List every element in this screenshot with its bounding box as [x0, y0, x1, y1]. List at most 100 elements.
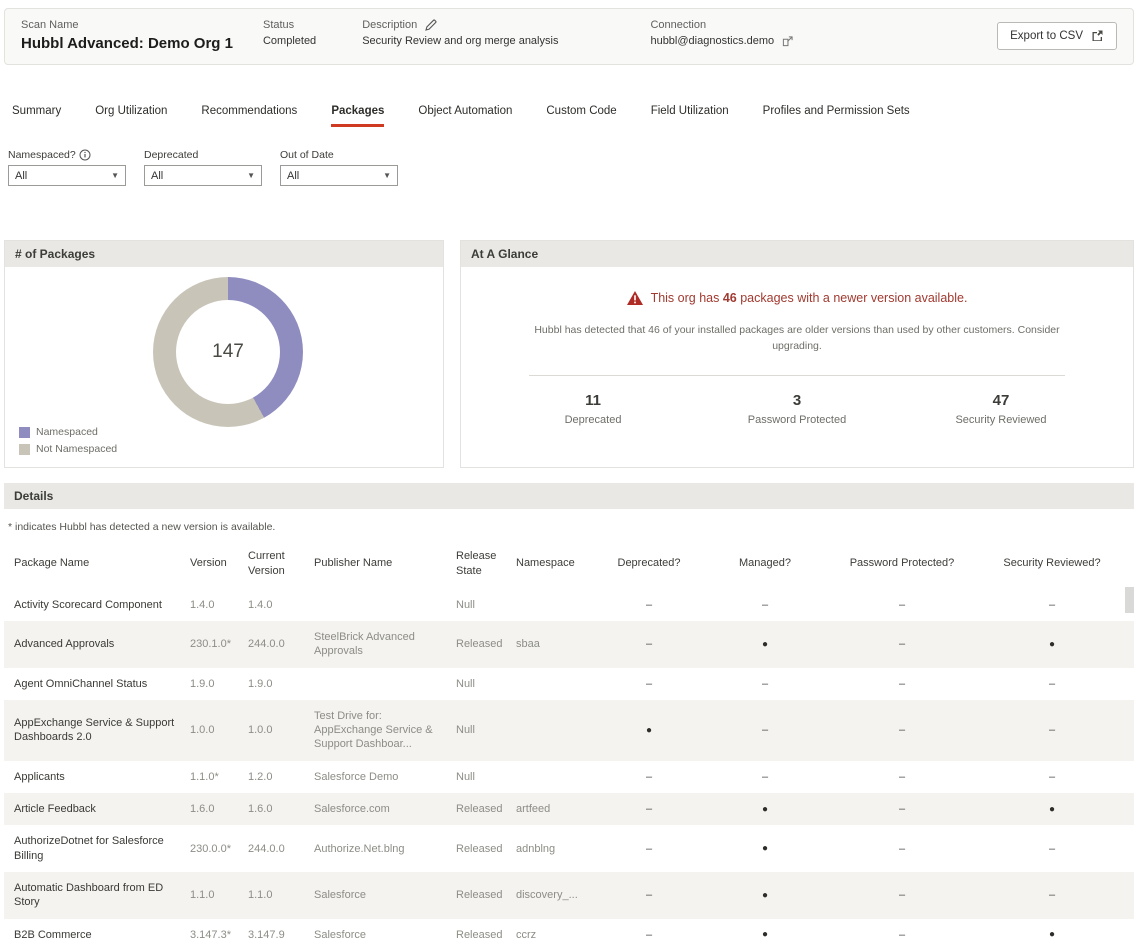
table-row[interactable]: Agent OmniChannel Status 1.9.0 1.9.0 Null – –…	[4, 668, 1134, 700]
col-header-password-protected[interactable]: Password Protected?	[849, 557, 955, 570]
tab-org-utilization[interactable]: Org Utilization	[95, 105, 168, 117]
glance-stats: 11 Deprecated 3 Password Protected 47 Securit…	[491, 392, 1103, 426]
col-header-deprecated[interactable]: Deprecated?	[617, 557, 681, 570]
col-header-namespace[interactable]: Namespace	[516, 557, 575, 570]
packages-panel-body: 147 Namespaced Not Namespaced	[5, 267, 443, 467]
col-header-release-state[interactable]: Release State	[456, 550, 497, 577]
external-link-icon[interactable]	[782, 36, 793, 47]
cell-password-protected: –	[898, 889, 906, 902]
filter-dropdown-namespaced[interactable]: All ▼	[8, 165, 126, 186]
warning-icon	[626, 291, 643, 305]
alert-count: 46	[722, 291, 737, 305]
filter-dropdown-out-of-date[interactable]: All ▼	[280, 165, 398, 186]
table-row[interactable]: Article Feedback 1.6.0 1.6.0 Salesforce.com…	[4, 793, 1134, 826]
cell-deprecated: –	[645, 638, 653, 651]
info-icon[interactable]	[79, 149, 91, 161]
filter-label: Out of Date	[280, 149, 334, 161]
filter-namespaced: Namespaced? All ▼	[8, 149, 126, 186]
cell-managed: –	[761, 598, 769, 611]
cell-password-protected: –	[898, 928, 906, 941]
cell-deprecated: –	[645, 598, 653, 611]
table-scrollbar-thumb[interactable]	[1125, 587, 1134, 613]
cell-current-version: 1.6.0	[248, 803, 273, 816]
stat-security-reviewed: 47 Security Reviewed	[899, 392, 1103, 426]
chevron-down-icon: ▼	[247, 171, 255, 180]
tab-custom-code[interactable]: Custom Code	[546, 105, 617, 117]
details-table-header-row: Package Name Version Current Version Publis…	[4, 543, 1134, 589]
packages-donut[interactable]: 147	[153, 277, 303, 427]
col-header-security-reviewed[interactable]: Security Reviewed?	[1003, 557, 1101, 570]
export-csv-label: Export to CSV	[1010, 29, 1083, 42]
cell-namespace	[516, 589, 602, 621]
donut-center-value: 147	[212, 341, 244, 362]
filter-value: All	[151, 169, 164, 182]
cell-version: 1.1.0*	[190, 770, 219, 783]
tab-summary[interactable]: Summary	[12, 105, 62, 117]
cell-version: 1.0.0	[190, 724, 215, 737]
cell-release-state: Released	[456, 928, 503, 941]
legend-item-not-namespaced[interactable]: Not Namespaced	[19, 443, 117, 455]
cell-password-protected: –	[898, 803, 906, 816]
stat-label: Security Reviewed	[955, 413, 1047, 426]
at-a-glance-body: This org has 46 packages with a newer ve…	[461, 267, 1133, 467]
tab-recommendations[interactable]: Recommendations	[201, 105, 298, 117]
edit-pencil-icon[interactable]	[425, 19, 437, 31]
details-table-body: Activity Scorecard Component 1.4.0 1.4.0 Nu…	[4, 589, 1134, 947]
cell-deprecated: –	[645, 928, 653, 941]
description-value: Security Review and org merge analysis	[362, 35, 559, 48]
table-row[interactable]: AuthorizeDotnet for Salesforce Billing 23…	[4, 825, 1134, 872]
col-header-publisher-name[interactable]: Publisher Name	[314, 557, 393, 570]
legend-item-namespaced[interactable]: Namespaced	[19, 426, 117, 438]
legend-swatch	[19, 426, 30, 438]
legend-label: Not Namespaced	[36, 443, 118, 455]
tab-field-utilization[interactable]: Field Utilization	[650, 105, 729, 117]
tab-packages[interactable]: Packages	[331, 105, 385, 127]
cell-publisher-name: Salesforce Demo	[314, 770, 399, 783]
connection-value: hubbl@diagnostics.demo	[650, 35, 793, 47]
status-label: Status	[262, 19, 295, 31]
table-row[interactable]: AppExchange Service & Support Dashboards…	[4, 699, 1134, 761]
cell-publisher-name: Salesforce	[314, 889, 366, 902]
col-header-package-name[interactable]: Package Name	[14, 557, 90, 570]
donut-legend: Namespaced Not Namespaced	[19, 426, 117, 455]
cell-password-protected: –	[898, 842, 906, 855]
cell-version: 230.0.0*	[190, 842, 231, 855]
stat-label: Password Protected	[747, 413, 847, 426]
cell-package-name: Advanced Approvals	[14, 638, 115, 651]
stat-password-protected: 3 Password Protected	[695, 392, 899, 426]
scan-name-label: Scan Name	[21, 19, 79, 31]
connection-label: Connection	[650, 19, 707, 31]
filter-deprecated: Deprecated All ▼	[144, 149, 262, 186]
cell-release-state: Null	[456, 770, 475, 783]
description-label: Description	[362, 19, 558, 31]
cell-publisher-name: Salesforce	[314, 928, 366, 941]
cell-password-protected: –	[898, 677, 906, 690]
cell-security-reviewed: –	[1048, 842, 1056, 855]
cell-package-name: B2B Commerce	[14, 928, 92, 941]
cell-package-name: Activity Scorecard Component	[14, 598, 162, 611]
table-row[interactable]: Applicants 1.1.0* 1.2.0 Salesforce Demo Null…	[4, 761, 1134, 793]
cell-password-protected: –	[898, 598, 906, 611]
tab-profiles-and-permission-sets[interactable]: Profiles and Permission Sets	[762, 105, 910, 117]
col-header-version[interactable]: Version	[190, 557, 227, 570]
export-csv-button[interactable]: Export to CSV	[997, 21, 1117, 50]
table-row[interactable]: B2B Commerce 3.147.3* 3.147.9 Salesforce Rel…	[4, 919, 1134, 947]
upgrade-alert: This org has 46 packages with a newer ve…	[626, 291, 967, 305]
cell-current-version: 3.147.9	[248, 928, 285, 941]
cell-version: 3.147.3*	[190, 928, 231, 941]
stat-value: 11	[585, 391, 601, 409]
tab-object-automation[interactable]: Object Automation	[418, 105, 513, 117]
table-row[interactable]: Activity Scorecard Component 1.4.0 1.4.0 Nu…	[4, 589, 1134, 621]
cell-managed: ●	[761, 929, 769, 941]
filter-dropdown-deprecated[interactable]: All ▼	[144, 165, 262, 186]
cell-release-state: Released	[456, 842, 503, 855]
scan-header: Scan Name Hubbl Advanced: Demo Org 1 Sta…	[4, 8, 1134, 65]
col-header-current-version[interactable]: Current Version	[248, 550, 285, 577]
table-row[interactable]: Automatic Dashboard from ED Story 1.1.0 1.…	[4, 871, 1134, 919]
cell-package-name: Automatic Dashboard from ED Story	[14, 881, 164, 909]
legend-label: Namespaced	[36, 426, 98, 438]
packages-panel: # of Packages 147 Namespaced Not Namespac…	[4, 240, 444, 468]
col-header-managed[interactable]: Managed?	[739, 557, 791, 570]
cell-current-version: 1.4.0	[248, 598, 273, 611]
table-row[interactable]: Advanced Approvals 230.1.0* 244.0.0 SteelBr…	[4, 620, 1134, 668]
